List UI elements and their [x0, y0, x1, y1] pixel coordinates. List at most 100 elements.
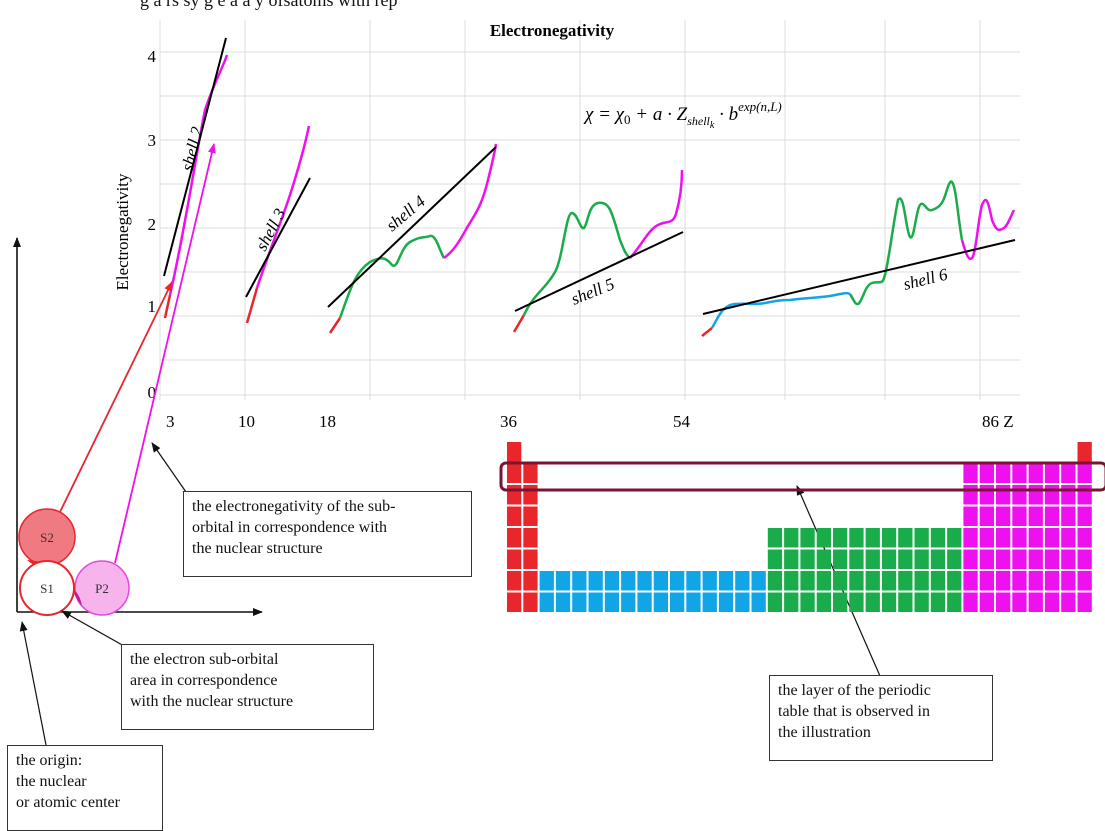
periodic-cell	[572, 571, 587, 591]
x-tick-3: 3	[166, 412, 175, 431]
shell-2-label: shell 2	[177, 124, 206, 173]
x-tick-86: 86 Z	[982, 412, 1014, 431]
periodic-cell	[1077, 442, 1092, 462]
periodic-cell	[588, 571, 603, 591]
shell-4-curves	[327, 143, 498, 334]
shell-6-label: shell 6	[901, 264, 950, 293]
periodic-cell	[1077, 549, 1092, 569]
periodic-cell	[735, 571, 750, 591]
periodic-cell	[914, 592, 929, 612]
periodic-cell	[930, 571, 946, 591]
periodic-cell	[539, 571, 554, 591]
shell-6-f-curve	[710, 291, 851, 329]
orbital-s1-circle	[19, 560, 75, 616]
periodic-cell	[637, 592, 652, 612]
periodic-cell	[1077, 528, 1092, 548]
periodic-cell	[1028, 506, 1043, 526]
periodic-cell	[800, 571, 815, 591]
periodic-cell	[539, 592, 554, 612]
periodic-cell	[507, 571, 522, 591]
shell-4-trend-line	[327, 146, 497, 308]
periodic-cell	[784, 549, 799, 569]
periodic-cell	[507, 592, 522, 612]
periodic-cell	[767, 571, 783, 591]
periodic-cell	[507, 528, 522, 548]
periodic-cell	[996, 506, 1011, 526]
periodic-cell	[1077, 506, 1092, 526]
periodic-cell	[979, 571, 994, 591]
x-tick-36: 36	[500, 412, 517, 431]
periodic-cell	[979, 463, 994, 483]
periodic-cell	[816, 571, 831, 591]
periodic-cell	[670, 571, 685, 591]
periodic-cell	[996, 528, 1011, 548]
periodic-cell	[604, 592, 620, 612]
p2-to-chart-arrow	[114, 143, 216, 564]
periodic-cell	[979, 485, 994, 505]
periodic-cell	[653, 592, 668, 612]
periodic-cell	[1044, 549, 1060, 569]
periodic-cell	[523, 506, 538, 526]
periodic-cell	[833, 592, 848, 612]
periodic-cell	[523, 463, 538, 483]
periodic-cell	[1044, 571, 1060, 591]
periodic-cell	[784, 528, 799, 548]
periodic-cell	[963, 506, 978, 526]
periodic-cell	[930, 549, 946, 569]
periodic-cell	[702, 592, 717, 612]
x-tick-10: 10	[238, 412, 255, 431]
periodic-table	[507, 442, 1092, 612]
periodic-cell	[686, 592, 701, 612]
periodic-cell	[816, 549, 831, 569]
periodic-cell	[572, 592, 587, 612]
periodic-cell	[507, 485, 522, 505]
periodic-cell	[816, 592, 831, 612]
periodic-cell	[898, 549, 913, 569]
periodic-cell	[604, 571, 620, 591]
periodic-cell	[1044, 506, 1060, 526]
periodic-cell	[996, 485, 1011, 505]
periodic-cell	[523, 571, 538, 591]
periodic-layer-highlight	[499, 461, 1105, 492]
periodic-cell	[1061, 549, 1076, 569]
x-tick-54: 54	[673, 412, 691, 431]
periodic-cell	[1061, 571, 1076, 591]
periodic-cell	[1061, 528, 1076, 548]
shell-6-curves	[701, 180, 1016, 337]
shell-2-p-curve	[168, 54, 229, 296]
y-tick-3: 3	[148, 131, 157, 150]
periodic-cell	[702, 571, 717, 591]
shell-2-trend-line	[163, 37, 227, 277]
y-tick-labels: 0 1 2 3 4	[148, 47, 157, 402]
periodic-cell	[1012, 592, 1027, 612]
periodic-cell	[784, 571, 799, 591]
shell-5-trend-line	[514, 231, 684, 312]
sub-orbitals	[18, 508, 130, 616]
periodic-cell	[523, 528, 538, 548]
suborbital-callout: the electron sub-orbital area in corresp…	[121, 644, 374, 730]
periodic-cell	[1012, 528, 1027, 548]
periodic-cell	[1044, 592, 1060, 612]
periodic-cell	[947, 549, 962, 569]
periodic-cell	[1061, 485, 1076, 505]
shell-3-label: shell 3	[252, 205, 290, 254]
suborbital-callout-arrow	[61, 610, 125, 647]
shell-3-curves	[245, 125, 311, 324]
shell-6-p-curve	[960, 198, 1016, 261]
periodic-cell	[767, 549, 783, 569]
periodic-cell	[507, 463, 522, 483]
periodic-cell	[849, 528, 864, 548]
periodic-cell	[507, 506, 522, 526]
origin-callout-arrow	[19, 621, 47, 746]
periodic-cell	[898, 571, 913, 591]
periodic-cell	[718, 571, 734, 591]
periodic-cell	[930, 592, 946, 612]
shell-5-d-curve	[522, 201, 631, 316]
periodic-cell	[1061, 463, 1076, 483]
periodic-cell	[621, 571, 636, 591]
periodic-cell	[947, 592, 962, 612]
periodic-cell	[1012, 571, 1027, 591]
periodic-cell	[555, 571, 571, 591]
x-tick-labels: 3 10 18 36 54 86 Z	[166, 412, 1014, 431]
